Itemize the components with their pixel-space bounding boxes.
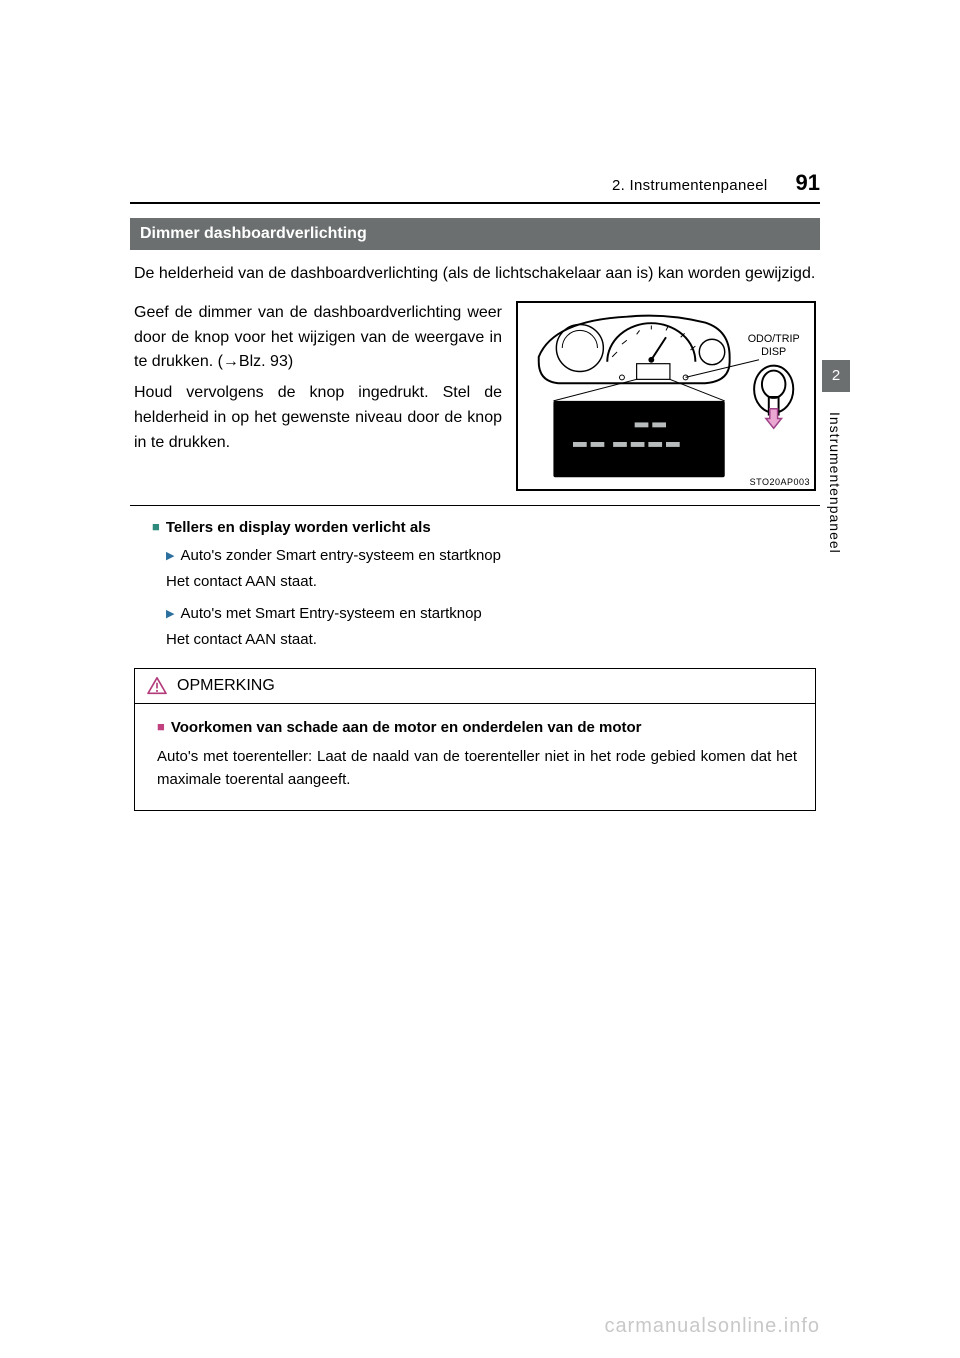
tellers-text-1: Het contact AAN staat.	[166, 570, 810, 594]
content-row: Geef de dimmer van de dashboardverlichti…	[130, 301, 820, 491]
side-tab: 2 Instrumentenpaneel	[822, 360, 850, 620]
tellers-item-2-text: Auto's met Smart Entry-systeem en startk…	[180, 605, 481, 622]
tellers-item-1-text: Auto's zonder Smart entry-systeem en sta…	[180, 547, 501, 564]
notice-text: Auto's met toerenteller: Laat de naald v…	[157, 745, 797, 792]
odo-trip-label-line2: DISP	[761, 346, 786, 358]
notice-box: OPMERKING ■ Voorkomen van schade aan de m…	[134, 668, 816, 811]
body-paragraph-1: Geef de dimmer van de dashboardverlichti…	[134, 301, 502, 375]
intro-paragraph: De helderheid van de dashboardverlichtin…	[134, 262, 816, 287]
page-number: 91	[796, 170, 820, 196]
square-marker-icon: ■	[157, 719, 165, 734]
odo-trip-label-line1: ODO/TRIP	[748, 333, 800, 345]
page-header: 2. Instrumentenpaneel 91	[130, 170, 820, 204]
tellers-item-1: ▶ Auto's zonder Smart entry-systeem en st…	[166, 544, 810, 568]
notice-label: OPMERKING	[177, 677, 275, 695]
body-column: Geef de dimmer van de dashboardverlichti…	[134, 301, 502, 456]
tellers-heading: ■ Tellers en display worden verlicht als	[152, 516, 810, 540]
notice-heading: ■ Voorkomen van schade aan de motor en on…	[157, 716, 797, 739]
divider	[130, 505, 820, 506]
tellers-heading-text: Tellers en display worden verlicht als	[166, 519, 431, 536]
section-title-bar: Dimmer dashboardverlichting	[130, 218, 820, 250]
watermark: carmanualsonline.info	[604, 1315, 820, 1338]
header-section: 2. Instrumentenpaneel	[612, 177, 768, 194]
dashboard-figure: ODO/TRIP DISP	[516, 301, 816, 491]
notice-body: ■ Voorkomen van schade aan de motor en on…	[135, 704, 815, 810]
figure-code: STO20AP003	[750, 477, 810, 487]
side-chapter-label: Instrumentenpaneel	[827, 412, 843, 554]
triangle-marker-icon: ▶	[166, 550, 174, 562]
tellers-item-2: ▶ Auto's met Smart Entry-systeem en start…	[166, 602, 810, 626]
notice-header: OPMERKING	[135, 669, 815, 704]
warning-triangle-icon	[147, 677, 167, 695]
body-paragraph-2: Houd vervolgens de knop ingedrukt. Stel …	[134, 381, 502, 455]
tellers-text-2: Het contact AAN staat.	[166, 628, 810, 652]
dashboard-svg: ODO/TRIP DISP	[518, 303, 814, 489]
triangle-marker-icon: ▶	[166, 608, 174, 620]
chapter-number-box: 2	[822, 360, 850, 392]
tellers-section: ■Tellers en display worden verlicht als …	[130, 516, 820, 652]
square-marker-icon: ■	[152, 519, 160, 534]
notice-heading-text: Voorkomen van schade aan de motor en ond…	[171, 719, 642, 736]
